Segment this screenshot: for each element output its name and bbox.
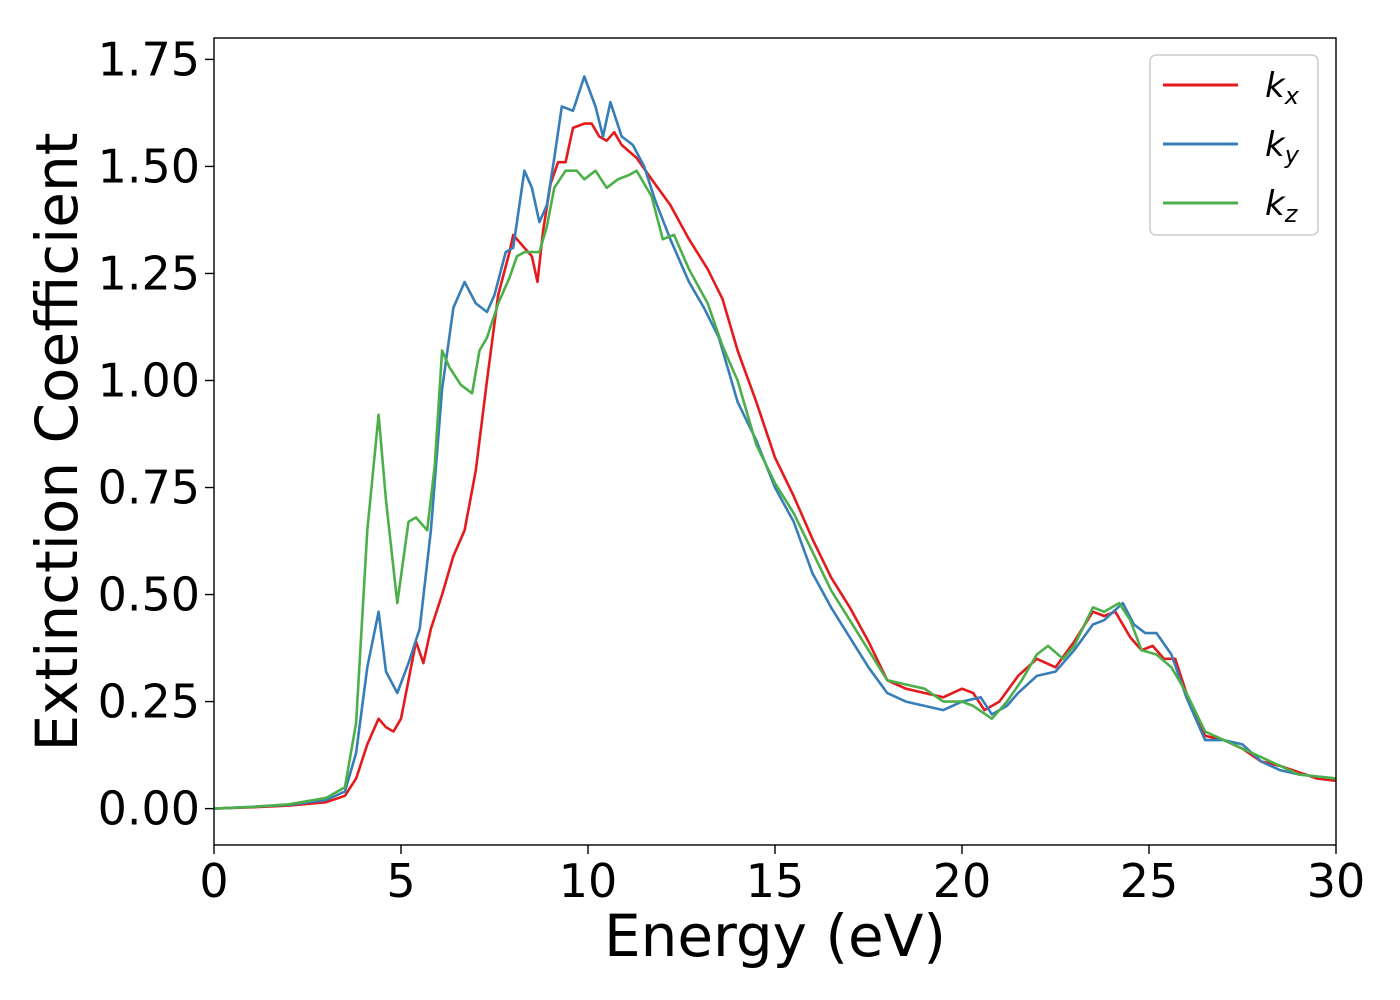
y-tick-label: 0.75 — [98, 461, 200, 515]
x-axis-title: Energy (eV) — [604, 902, 946, 970]
y-tick-label: 1.75 — [98, 32, 200, 86]
legend: kx ky kz — [1149, 54, 1319, 236]
plot-frame — [213, 37, 1337, 846]
x-tick-label: 0 — [199, 854, 228, 908]
series-line-ky — [213, 75, 1337, 810]
ticks-layer: 0 5 10 15 20 25 30 0.00 0.25 0.50 0.75 1.00 1.25 1.50… — [98, 32, 1366, 908]
legend-label-kz: kz — [1265, 184, 1299, 228]
y-tick-label: 1.50 — [98, 139, 200, 193]
y-tick-label: 0.00 — [98, 782, 200, 836]
x-tick-label: 10 — [559, 854, 618, 908]
x-tick-label: 20 — [933, 854, 992, 908]
x-tick-label: 5 — [386, 854, 415, 908]
series-line-kz — [213, 169, 1337, 810]
y-tick-label: 1.25 — [98, 246, 200, 300]
x-tick-label: 15 — [746, 854, 805, 908]
legend-label-ky: ky — [1265, 125, 1300, 169]
series-layer — [213, 75, 1337, 810]
y-tick-label: 0.50 — [98, 568, 200, 622]
series-line-kx — [213, 122, 1337, 810]
y-axis-title: Extinction Coefficient — [23, 133, 91, 752]
y-tick-label: 1.00 — [98, 353, 200, 407]
y-tick-label: 0.25 — [98, 675, 200, 729]
legend-label-kx: kx — [1265, 66, 1300, 110]
x-tick-label: 30 — [1307, 854, 1366, 908]
x-tick-label: 25 — [1120, 854, 1179, 908]
